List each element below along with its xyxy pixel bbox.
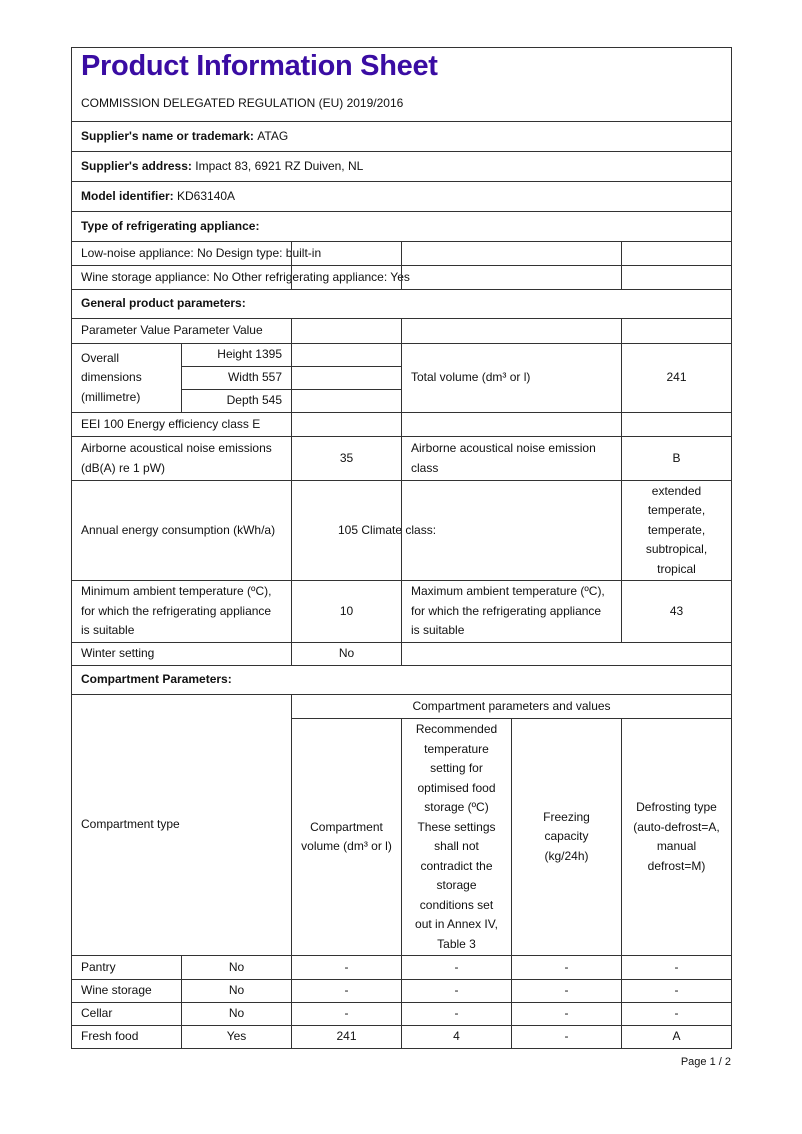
supplier-name-label: Supplier's name or trademark: (81, 128, 254, 143)
compartment-cell: - (621, 979, 732, 1003)
noise-class-value: B (621, 436, 732, 481)
noise-value: 35 (291, 436, 402, 481)
noise-label: Airborne acoustical noise emissions (dB(… (71, 436, 292, 481)
compartment-heading: Compartment Parameters: (71, 665, 732, 695)
type-row-text: Low-noise appliance: No Design type: bui… (81, 245, 322, 260)
supplier-address-label: Supplier's address: (81, 158, 192, 173)
model-value: KD63140A (177, 188, 236, 203)
compartment-cell: - (621, 955, 732, 980)
regulation-subtitle: COMMISSION DELEGATED REGULATION (EU) 201… (81, 96, 404, 110)
compartment-cell: No (181, 1002, 292, 1026)
compartment-cell: - (511, 1025, 622, 1049)
compartment-name: Pantry (71, 955, 182, 980)
page-number: Page 1 / 2 (680, 1056, 731, 1068)
empty-cell (621, 412, 732, 437)
min-temp-value: 10 (291, 580, 402, 643)
height-value: Height 1395 (181, 343, 292, 367)
general-heading-text: General product parameters: (81, 296, 246, 311)
eei-row: EEI 100 Energy efficiency class E (71, 412, 292, 437)
divider (291, 241, 292, 290)
supplier-name-value: ATAG (257, 128, 289, 143)
winter-value: No (291, 642, 402, 666)
compartment-cell: - (401, 979, 512, 1003)
model-row: Model identifier: KD63140A (71, 181, 732, 212)
max-temp-label: Maximum ambient temperature (ºC), for wh… (401, 580, 622, 643)
model-label: Model identifier: (81, 188, 174, 203)
empty-cell (291, 389, 402, 413)
type-heading: Type of refrigerating appliance: (71, 211, 732, 242)
empty-cell (291, 318, 402, 344)
general-heading: General product parameters: (71, 289, 732, 319)
page-title: Product Information Sheet (81, 50, 438, 82)
compartment-cell: - (401, 1002, 512, 1026)
compartment-heading-text: Compartment Parameters: (81, 672, 232, 687)
noise-class-label: Airborne acoustical noise emission class (401, 436, 622, 481)
width-value: Width 557 (181, 366, 292, 390)
supplier-name-row: Supplier's name or trademark: ATAG (71, 121, 732, 152)
compartment-cell: A (621, 1025, 732, 1049)
empty-cell (401, 412, 622, 437)
compartment-cell: - (291, 979, 402, 1003)
dimensions-label: Overall dimensions (millimetre) (71, 343, 182, 413)
empty-cell (291, 343, 402, 367)
empty-cell (401, 318, 622, 344)
empty-cell (621, 318, 732, 344)
climate-class-value: extended temperate, temperate, subtropic… (621, 480, 732, 581)
divider (621, 241, 622, 266)
compartment-cell: - (291, 1002, 402, 1026)
compartment-cell: No (181, 979, 292, 1003)
compartment-name: Cellar (71, 1002, 182, 1026)
total-volume-label: Total volume (dm³ or l) (401, 343, 622, 413)
divider (401, 480, 402, 581)
compartment-group-header: Compartment parameters and values (291, 694, 732, 719)
compartment-cell: 241 (291, 1025, 402, 1049)
empty-cell (401, 642, 732, 666)
compartment-cell: - (291, 955, 402, 980)
compartment-cell: - (511, 1002, 622, 1026)
empty-cell (291, 366, 402, 390)
compartment-type-header: Compartment type (71, 694, 292, 956)
divider (621, 265, 622, 290)
depth-value: Depth 545 (181, 389, 292, 413)
compartment-cell: Yes (181, 1025, 292, 1049)
compartment-cell: 4 (401, 1025, 512, 1049)
divider (401, 241, 402, 290)
energy-label: Annual energy consumption (kWh/a) (71, 480, 292, 581)
total-volume-value: 241 (621, 343, 732, 413)
col-header-defrost: Defrosting type (auto-defrost=A, manual … (621, 718, 732, 956)
col-header-freezing: Freezing capacity (kg/24h) (511, 718, 622, 956)
type-heading-text: Type of refrigerating appliance: (81, 218, 260, 233)
param-header: Parameter Value Parameter Value (71, 318, 292, 344)
empty-cell (291, 412, 402, 437)
winter-label: Winter setting (71, 642, 292, 666)
compartment-cell: - (511, 979, 622, 1003)
energy-value: 105 Climate class: (291, 480, 622, 581)
compartment-name: Wine storage (71, 979, 182, 1003)
col-header-volume: Compartment volume (dm³ or l) (291, 718, 402, 956)
max-temp-value: 43 (621, 580, 732, 643)
supplier-address-value: Impact 83, 6921 RZ Duiven, NL (195, 158, 364, 173)
compartment-name: Fresh food (71, 1025, 182, 1049)
type-row-text: Wine storage appliance: No Other refrige… (81, 269, 410, 284)
compartment-cell: - (401, 955, 512, 980)
compartment-cell: No (181, 955, 292, 980)
supplier-address-row: Supplier's address: Impact 83, 6921 RZ D… (71, 151, 732, 182)
min-temp-label: Minimum ambient temperature (ºC), for wh… (71, 580, 292, 643)
col-header-temperature: Recommended temperature setting for opti… (401, 718, 512, 956)
compartment-cell: - (511, 955, 622, 980)
compartment-cell: - (621, 1002, 732, 1026)
